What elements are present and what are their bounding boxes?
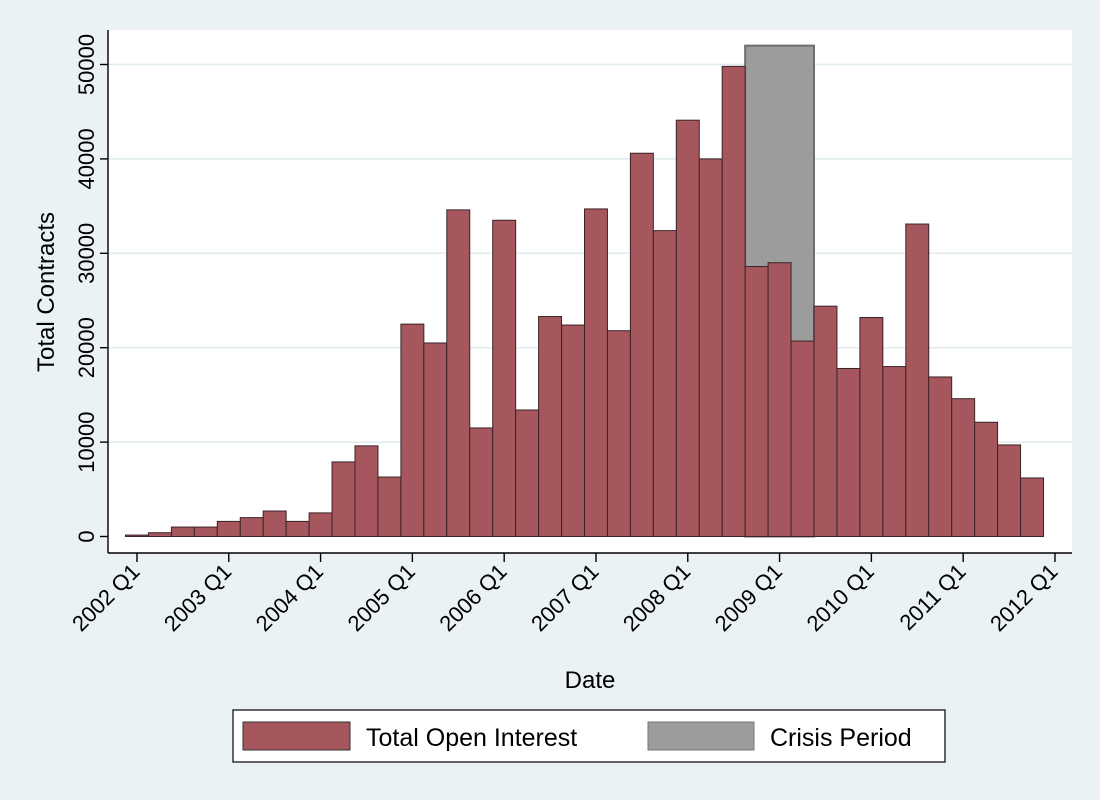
legend-box <box>232 709 946 763</box>
legend-label-open-interest: Total Open Interest <box>366 724 577 752</box>
bar <box>629 152 654 537</box>
bar <box>469 427 494 537</box>
x-tick-label: 2008 Q1 <box>618 559 695 636</box>
bar <box>446 209 471 537</box>
x-tick-label: 2012 Q1 <box>985 559 1062 636</box>
bar <box>790 340 815 538</box>
bar <box>836 367 861 537</box>
bar <box>721 65 746 537</box>
bar <box>584 208 608 537</box>
bar <box>813 305 838 537</box>
bar <box>400 323 425 537</box>
legend-label-crisis: Crisis Period <box>770 724 912 752</box>
y-tick-label: 20000 <box>74 317 99 378</box>
bar <box>538 316 563 537</box>
y-tick-label: 30000 <box>74 223 99 284</box>
y-tick-label: 10000 <box>74 412 99 473</box>
bar <box>147 532 172 537</box>
bar <box>285 520 310 537</box>
y-axis-ticks: 0 10000 20000 30000 40000 50000 <box>74 34 108 543</box>
x-tick-label: 2003 Q1 <box>159 559 236 636</box>
bar <box>974 421 999 537</box>
legend-swatch-crisis <box>647 721 755 751</box>
bar <box>997 444 1022 538</box>
y-tick-label: 0 <box>74 530 99 542</box>
bar <box>652 230 677 537</box>
x-tick-label: 2002 Q1 <box>67 559 144 636</box>
bar <box>377 476 402 538</box>
bar <box>216 520 241 537</box>
bar <box>492 219 517 537</box>
y-tick-label: 50000 <box>74 34 99 95</box>
x-tick-label: 2010 Q1 <box>802 559 879 636</box>
bar <box>125 534 149 537</box>
bar <box>698 158 723 537</box>
bar <box>1020 477 1044 537</box>
bar <box>423 342 448 538</box>
x-tick-label: 2004 Q1 <box>251 559 328 636</box>
bar <box>308 512 333 538</box>
bar <box>193 526 218 537</box>
bar <box>239 517 264 537</box>
bar <box>882 366 907 537</box>
x-axis-title: Date <box>565 667 616 694</box>
bar <box>859 316 884 537</box>
legend-swatch-open-interest <box>242 721 351 751</box>
x-axis-ticks: 2002 Q1 2003 Q1 2004 Q1 2005 Q1 2006 Q1 2007 … <box>67 553 1063 636</box>
x-tick-label: 2011 Q1 <box>894 559 970 635</box>
bar <box>262 510 287 537</box>
bar <box>928 376 953 537</box>
bar <box>606 330 631 538</box>
bar <box>331 461 356 538</box>
x-tick-label: 2007 Q1 <box>526 559 603 636</box>
bar <box>675 119 700 537</box>
bar <box>170 526 195 537</box>
bar <box>515 409 540 537</box>
bars-layer <box>125 65 1044 538</box>
bar <box>354 445 379 538</box>
x-tick-label: 2009 Q1 <box>710 559 787 636</box>
bar <box>561 324 585 537</box>
bar <box>951 398 976 537</box>
x-tick-label: 2005 Q1 <box>343 559 420 636</box>
bar <box>744 266 769 537</box>
legend: Total Open Interest Crisis Period <box>232 709 946 763</box>
bar <box>905 223 930 537</box>
y-axis-title: Total Contracts <box>33 212 60 372</box>
y-tick-label: 40000 <box>74 128 99 189</box>
x-tick-label: 2006 Q1 <box>434 559 511 636</box>
bar <box>767 262 792 537</box>
